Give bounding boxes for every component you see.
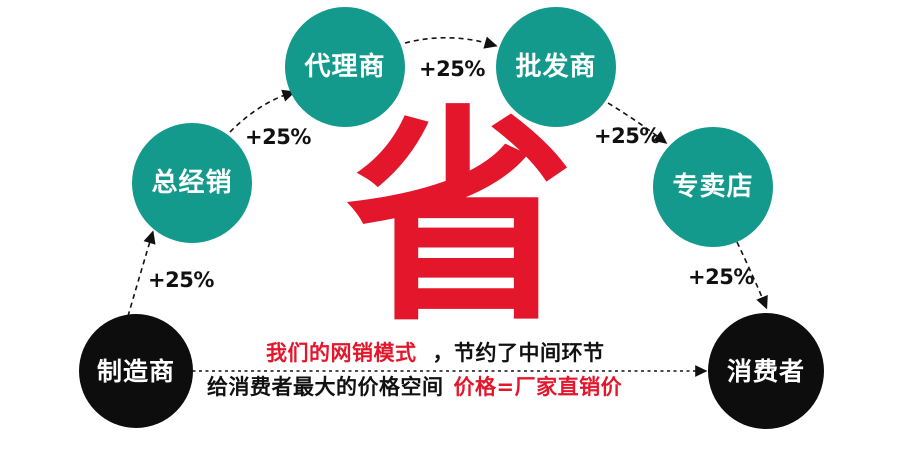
node-manufacturer[interactable]: 制造商: [79, 314, 193, 428]
markup-label-wholesaler-store: +25%: [594, 124, 660, 148]
caption-line1-highlight: 我们的网销模式: [266, 341, 417, 365]
node-agent-label: 代理商: [304, 52, 386, 82]
node-distributor[interactable]: 总经销: [132, 123, 252, 243]
node-consumer[interactable]: 消费者: [708, 313, 824, 429]
node-store[interactable]: 专卖店: [653, 127, 773, 247]
caption-line-2: 给消费者最大的价格空间 价格=厂家直销价: [207, 371, 622, 401]
node-wholesaler[interactable]: 批发商: [496, 7, 616, 127]
save-glyph: 省: [346, 86, 574, 352]
node-manufacturer-label: 制造商: [96, 356, 175, 386]
connector-agent-wholesaler: [404, 36, 498, 49]
node-agent[interactable]: 代理商: [285, 7, 405, 127]
node-store-label: 专卖店: [672, 172, 754, 202]
markup-label-distributor-agent: +25%: [245, 125, 311, 149]
node-consumer-label: 消费者: [726, 356, 805, 386]
node-distributor-label: 总经销: [151, 168, 233, 198]
markup-label-manufacturer-distributor: +25%: [148, 268, 214, 292]
caption-line1-rest: ，节约了中间环节: [432, 341, 605, 365]
node-wholesaler-label: 批发商: [515, 52, 597, 82]
markup-label-store-consumer: +25%: [688, 265, 754, 289]
caption-line2-highlight: 价格=厂家直销价: [453, 375, 623, 399]
caption-line2-lead: 给消费者最大的价格空间: [207, 375, 444, 399]
markup-label-agent-wholesaler: +25%: [419, 57, 485, 81]
caption-line-1: 我们的网销模式 ，节约了中间环节: [266, 337, 605, 367]
